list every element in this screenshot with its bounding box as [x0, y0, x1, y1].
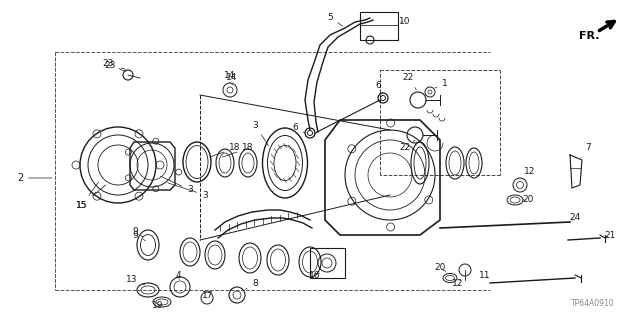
Text: 6: 6 — [375, 81, 383, 93]
Text: 15: 15 — [76, 185, 106, 210]
Text: 23: 23 — [102, 59, 125, 72]
Text: 13: 13 — [126, 276, 145, 285]
Text: 21: 21 — [604, 230, 616, 239]
Text: 9: 9 — [132, 230, 145, 241]
Text: TP64A0910: TP64A0910 — [572, 299, 615, 308]
Text: 23: 23 — [104, 60, 125, 69]
Text: 18: 18 — [210, 143, 241, 157]
Text: 3: 3 — [161, 176, 193, 195]
Text: 7: 7 — [581, 143, 591, 158]
Text: 18: 18 — [223, 143, 253, 157]
Text: 10: 10 — [399, 18, 411, 27]
Text: 12: 12 — [524, 167, 536, 180]
Text: 3: 3 — [168, 183, 208, 199]
Bar — [360, 12, 398, 40]
Bar — [310, 248, 345, 278]
Text: 24: 24 — [570, 213, 580, 222]
Text: 16: 16 — [309, 270, 321, 279]
Text: 2: 2 — [17, 173, 52, 183]
Text: 9: 9 — [132, 228, 143, 237]
Text: 20: 20 — [522, 196, 534, 204]
Text: 19: 19 — [152, 300, 164, 309]
Text: 22: 22 — [399, 140, 415, 153]
Text: 3: 3 — [252, 121, 269, 146]
Text: 22: 22 — [403, 74, 417, 90]
Text: 6: 6 — [292, 124, 305, 133]
Text: 4: 4 — [175, 270, 181, 279]
Text: 11: 11 — [479, 270, 491, 279]
Text: 20: 20 — [435, 263, 445, 273]
Text: 14: 14 — [224, 70, 236, 83]
Text: 5: 5 — [327, 12, 343, 26]
Text: 14: 14 — [227, 73, 237, 85]
Text: 17: 17 — [202, 291, 214, 300]
Text: 1: 1 — [435, 78, 448, 88]
Text: 15: 15 — [76, 182, 99, 210]
Text: 12: 12 — [452, 278, 464, 287]
Text: 8: 8 — [245, 278, 258, 290]
Text: FR.: FR. — [579, 31, 599, 41]
